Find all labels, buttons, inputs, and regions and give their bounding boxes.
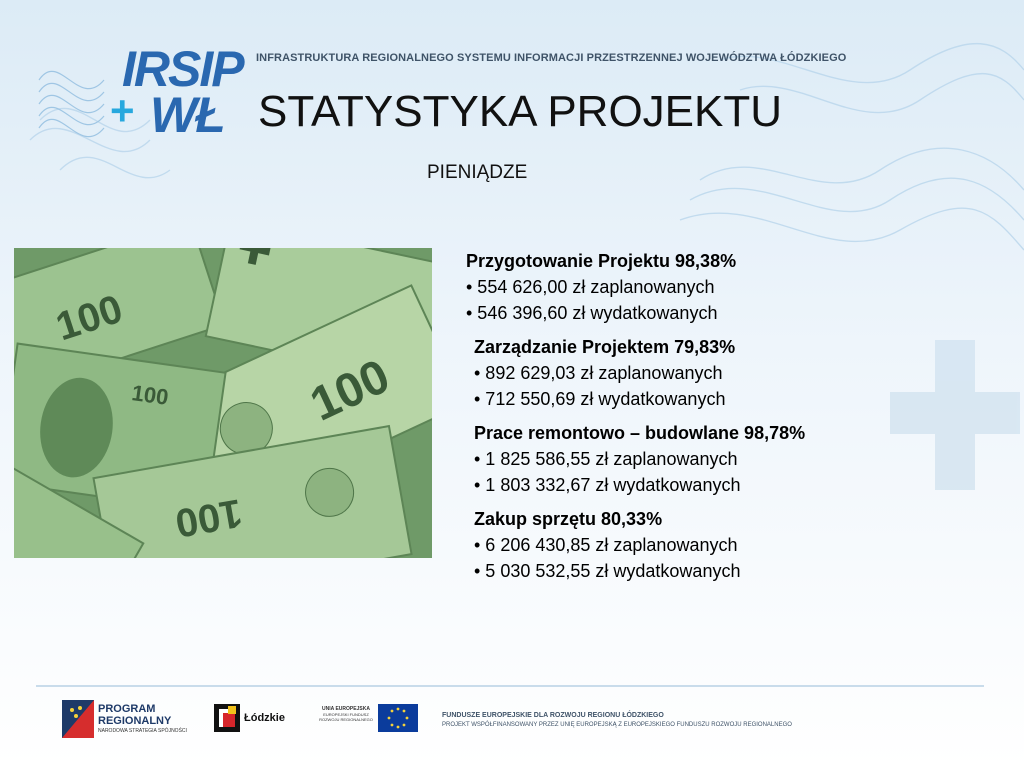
- stat-heading: Zarządzanie Projektem 79,83%: [474, 337, 736, 357]
- lodzkie-logo: Łódzkie: [214, 704, 294, 734]
- logo-waves-icon: [38, 70, 105, 138]
- eu-flag-icon: [378, 704, 418, 732]
- program-strategy: NARODOWA STRATEGIA SPÓJNOŚCI: [98, 728, 187, 734]
- fund-note: PROJEKT WSPÓŁFINANSOWANY PRZEZ UNIĘ EURO…: [442, 722, 792, 728]
- fund-title: FUNDUSZE EUROPEJSKIE DLA ROZWOJU REGIONU…: [442, 712, 664, 719]
- lodzkie-text: Łódzkie: [244, 712, 285, 724]
- logo-text-irsip: IRSIP: [122, 41, 245, 97]
- stat-block-equipment: Zakup sprzętu 80,33% • 6 206 430,85 zł z…: [474, 506, 926, 584]
- fund-info: FUNDUSZE EUROPEJSKIE DLA ROZWOJU REGIONU…: [442, 712, 982, 728]
- organization-name: INFRASTRUKTURA REGIONALNEGO SYSTEMU INFO…: [256, 52, 847, 64]
- eu-line-3: ROZWOJU REGIONALNEGO: [319, 717, 373, 722]
- program-line-1: PROGRAM: [98, 703, 156, 715]
- program-regionalny-logo: PROGRAM REGIONALNY NARODOWA STRATEGIA SP…: [62, 700, 212, 738]
- section-title: PIENIĄDZE: [427, 162, 528, 183]
- project-stats: Przygotowanie Projektu 98,38% • 554 626,…: [466, 248, 926, 592]
- logo-plus-icon: +: [110, 87, 135, 134]
- stat-block-construction: Prace remontowo – budowlane 98,78% • 1 8…: [474, 420, 926, 498]
- program-name: PROGRAM REGIONALNY: [98, 703, 171, 727]
- note-value-label: 100: [130, 380, 170, 410]
- stat-spent: • 1 803 332,67 zł wydatkowanych: [474, 475, 741, 495]
- stat-block-preparation: Przygotowanie Projektu 98,38% • 554 626,…: [466, 248, 926, 326]
- eu-line-1: UNIA EUROPEJSKA: [322, 706, 370, 712]
- logo-text-wl: WŁ: [150, 87, 226, 143]
- irsip-logo: IRSIP + WŁ: [34, 40, 245, 150]
- lodzkie-emblem-icon: [214, 704, 240, 732]
- stat-planned: • 554 626,00 zł zaplanowanych: [466, 277, 715, 297]
- stat-spent: • 546 396,60 zł wydatkowanych: [466, 303, 718, 323]
- banknotes-image: 100 100 100 100: [14, 248, 432, 558]
- stat-block-management: Zarządzanie Projektem 79,83% • 892 629,0…: [474, 334, 926, 412]
- stat-planned: • 6 206 430,85 zł zaplanowanych: [474, 535, 738, 555]
- stat-heading: Zakup sprzętu 80,33%: [474, 509, 663, 529]
- eu-line-2: EUROPEJSKI FUNDUSZ: [323, 712, 369, 717]
- stat-heading: Prace remontowo – budowlane 98,78%: [474, 423, 806, 443]
- stat-heading: Przygotowanie Projektu 98,38%: [466, 251, 737, 271]
- eu-text: UNIA EUROPEJSKA EUROPEJSKI FUNDUSZ ROZWO…: [316, 706, 376, 723]
- banknotes-illustration: 100 100 100 100: [14, 248, 432, 558]
- eu-logo: UNIA EUROPEJSKA EUROPEJSKI FUNDUSZ ROZWO…: [316, 704, 420, 734]
- footer-divider: [36, 685, 984, 687]
- program-flag-icon: [62, 700, 94, 738]
- page-title: STATYSTYKA PROJEKTU: [258, 87, 783, 136]
- stat-planned: • 1 825 586,55 zł zaplanowanych: [474, 449, 738, 469]
- program-line-2: REGIONALNY: [98, 715, 172, 727]
- stat-spent: • 5 030 532,55 zł wydatkowanych: [474, 561, 741, 581]
- stat-spent: • 712 550,69 zł wydatkowanych: [474, 389, 726, 409]
- stat-planned: • 892 629,03 zł zaplanowanych: [474, 363, 723, 383]
